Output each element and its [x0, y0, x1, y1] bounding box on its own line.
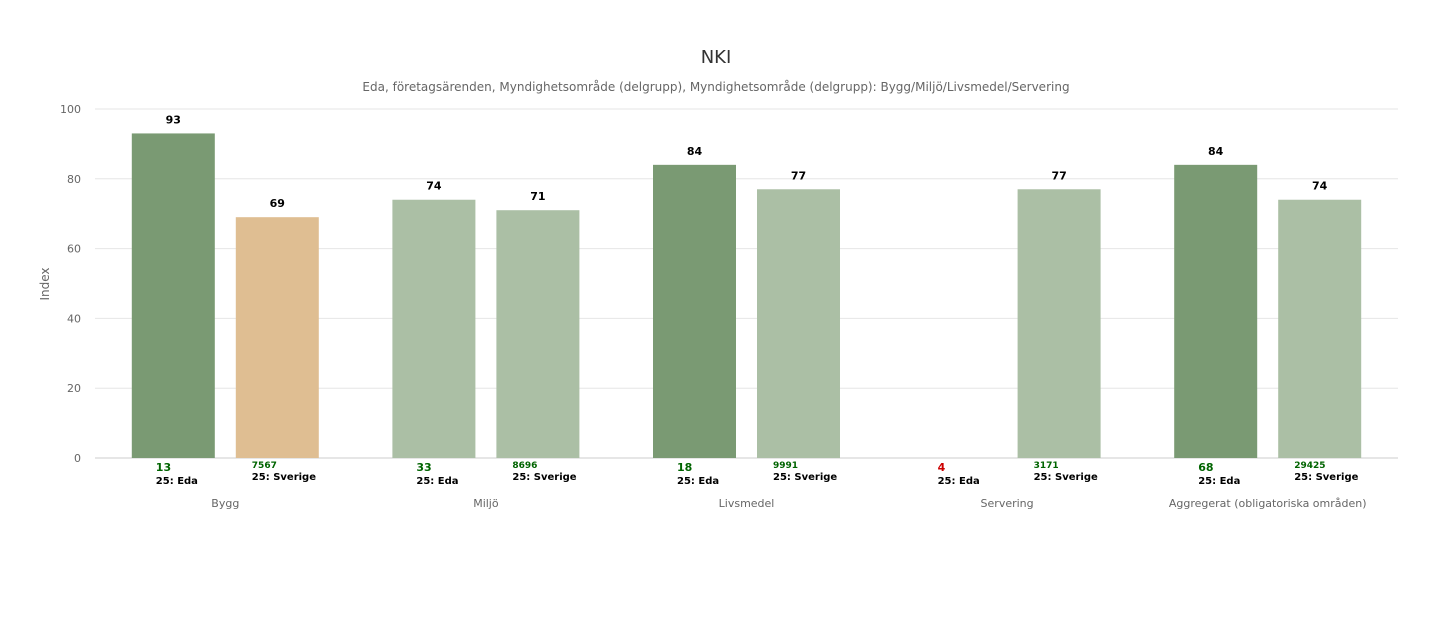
category-label: Bygg — [211, 497, 239, 510]
y-axis-label: Index — [38, 267, 52, 300]
bar-value-label: 93 — [166, 113, 181, 126]
bar — [653, 164, 736, 458]
bar-value-label: 84 — [687, 145, 703, 158]
category-label: Miljö — [473, 497, 499, 510]
y-tick-label: 60 — [67, 243, 81, 256]
y-axis-ticks: 0 20 40 60 80 100 — [60, 103, 81, 465]
bar-sub-label: 25: Sverige — [512, 472, 576, 483]
category-label: Aggregerat (obligatoriska områden) — [1169, 497, 1367, 510]
bar — [131, 133, 215, 458]
bar-value-label: 69 — [270, 197, 285, 210]
bar-count-label: 29425 — [1294, 461, 1325, 471]
chart-title: NKI — [701, 47, 732, 68]
bar-count-label: 68 — [1198, 461, 1213, 474]
category-label: Livsmedel — [719, 497, 775, 510]
bar-value-label: 77 — [791, 169, 806, 182]
bar — [1174, 164, 1258, 458]
bar-value-label: 71 — [530, 190, 545, 203]
category-labels: Bygg Miljö Livsmedel Servering Aggregerat (o… — [211, 497, 1366, 510]
y-tick-label: 100 — [60, 103, 81, 116]
bar — [757, 189, 840, 458]
bar-value-label: 74 — [1312, 180, 1328, 193]
bar-value-label: 84 — [1208, 145, 1224, 158]
bar-count-label: 7567 — [252, 461, 277, 471]
bar-sub-label: 25: Eda — [416, 476, 458, 487]
bar-sub-label: 25: Eda — [677, 476, 719, 487]
bar-sub-label: 25: Eda — [938, 476, 980, 487]
bars — [131, 133, 1362, 459]
bar-count-label: 9991 — [773, 461, 798, 471]
bar — [392, 199, 476, 459]
y-tick-label: 80 — [67, 173, 81, 186]
bar-count-label: 13 — [156, 461, 171, 474]
bar-count-label: 3171 — [1034, 461, 1059, 471]
bar-value-label: 77 — [1051, 169, 1066, 182]
bar-sub-label: 25: Eda — [156, 476, 198, 487]
category-label: Servering — [981, 497, 1034, 510]
bar-value-label: 74 — [426, 180, 442, 193]
bar — [1278, 199, 1362, 459]
bar-sub-label: 25: Sverige — [1034, 472, 1098, 483]
y-tick-label: 40 — [67, 312, 81, 325]
bar-sub-label: 25: Sverige — [252, 472, 316, 483]
bar — [1017, 189, 1101, 458]
bar-sub-label: 25: Sverige — [1294, 472, 1358, 483]
bar-sub-label: 25: Sverige — [773, 472, 837, 483]
bar-count-label: 4 — [938, 461, 946, 474]
bar — [496, 210, 580, 458]
y-tick-label: 20 — [67, 382, 81, 395]
y-tick-label: 0 — [74, 452, 81, 465]
bar-count-label: 33 — [416, 461, 431, 474]
bar-count-label: 8696 — [512, 461, 537, 471]
bar — [235, 217, 319, 458]
bar-count-label: 18 — [677, 461, 692, 474]
bar-sub-label: 25: Eda — [1198, 476, 1240, 487]
chart-subtitle: Eda, företagsärenden, Myndighetsområde (… — [362, 80, 1069, 94]
